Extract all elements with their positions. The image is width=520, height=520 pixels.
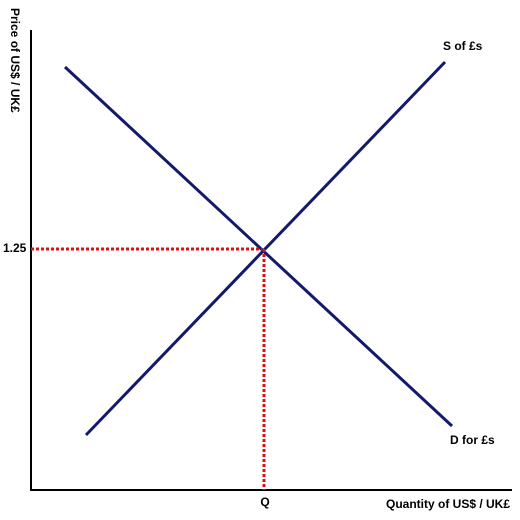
x-axis-label: Quantity of US$ / UK£: [386, 497, 510, 511]
demand-label: D for £s: [450, 433, 495, 447]
price-label: 1.25: [3, 241, 27, 255]
demand-curve: [63, 65, 454, 428]
y-axis-label: Price of US$ / UK£: [8, 8, 22, 113]
quantity-label: Q: [260, 495, 269, 509]
supply-curve: [84, 60, 447, 437]
supply-label: S of £s: [443, 39, 483, 53]
